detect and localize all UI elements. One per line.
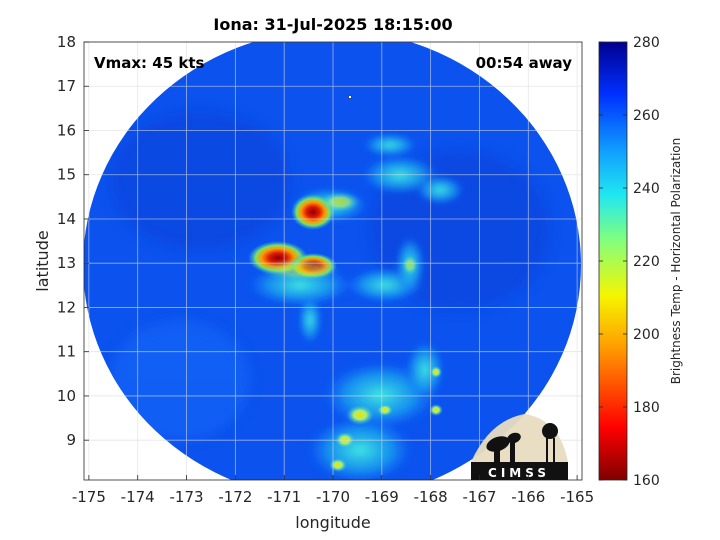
- convective-cells: [329, 255, 443, 472]
- colorbar-label: Brightness Temp - Horizontal Polarizatio…: [669, 138, 683, 385]
- y-axis-ticks: 9 10 11 12 13 14 15 16 17 18: [57, 33, 89, 449]
- x-tick-label: -171: [267, 488, 301, 506]
- water-tower-icon: [542, 423, 558, 462]
- y-tick-label: 16: [57, 121, 76, 139]
- storm-center-marker: [348, 95, 352, 99]
- y-tick-label: 10: [57, 387, 76, 405]
- x-tick-label: -172: [218, 488, 252, 506]
- x-tick-label: -170: [316, 488, 350, 506]
- x-tick-label: -165: [560, 488, 594, 506]
- x-tick-label: -168: [414, 488, 448, 506]
- colorbar-tick-label: 180: [633, 400, 660, 416]
- x-tick-label: -166: [511, 488, 545, 506]
- y-tick-label: 18: [57, 33, 76, 51]
- x-tick-label: -173: [170, 488, 204, 506]
- colorbar-tick-label: 240: [633, 181, 660, 197]
- chart-title: Iona: 31-Jul-2025 18:15:00: [213, 15, 452, 34]
- colorbar-tick-label: 260: [633, 108, 660, 124]
- y-tick-label: 13: [57, 254, 76, 272]
- colorbar-tick-label: 200: [633, 327, 660, 343]
- cimss-logo: CIMSS: [471, 414, 568, 480]
- logo-text: CIMSS: [488, 466, 550, 480]
- storm-core: [248, 192, 360, 282]
- microwave-swath: [84, 42, 581, 480]
- x-tick-label: -167: [462, 488, 496, 506]
- colorbar-tick-label: 280: [633, 35, 660, 51]
- x-axis-ticks: -175 -174 -173 -172 -171 -170 -169 -168 -167 -166…: [72, 475, 594, 506]
- vmax-label: Vmax: 45 kts: [94, 54, 204, 72]
- y-tick-label: 9: [66, 431, 76, 449]
- colorbar: [598, 41, 628, 481]
- x-axis-label: longitude: [295, 513, 370, 532]
- x-tick-label: -175: [72, 488, 106, 506]
- y-tick-label: 15: [57, 166, 76, 184]
- y-tick-label: 17: [57, 77, 76, 95]
- x-tick-label: -174: [121, 488, 155, 506]
- satellite-dish-icon: [486, 432, 521, 462]
- colorbar-tick-label: 160: [633, 473, 660, 489]
- y-tick-label: 11: [57, 343, 76, 361]
- colorbar-ticks: 160 180 200 220 240 260 280: [599, 35, 660, 489]
- x-tick-label: -169: [365, 488, 399, 506]
- y-tick-label: 14: [57, 210, 76, 228]
- y-axis-label: latitude: [33, 230, 52, 291]
- time-away-label: 00:54 away: [476, 54, 573, 72]
- y-tick-label: 12: [57, 298, 76, 316]
- colorbar-tick-label: 220: [633, 254, 660, 270]
